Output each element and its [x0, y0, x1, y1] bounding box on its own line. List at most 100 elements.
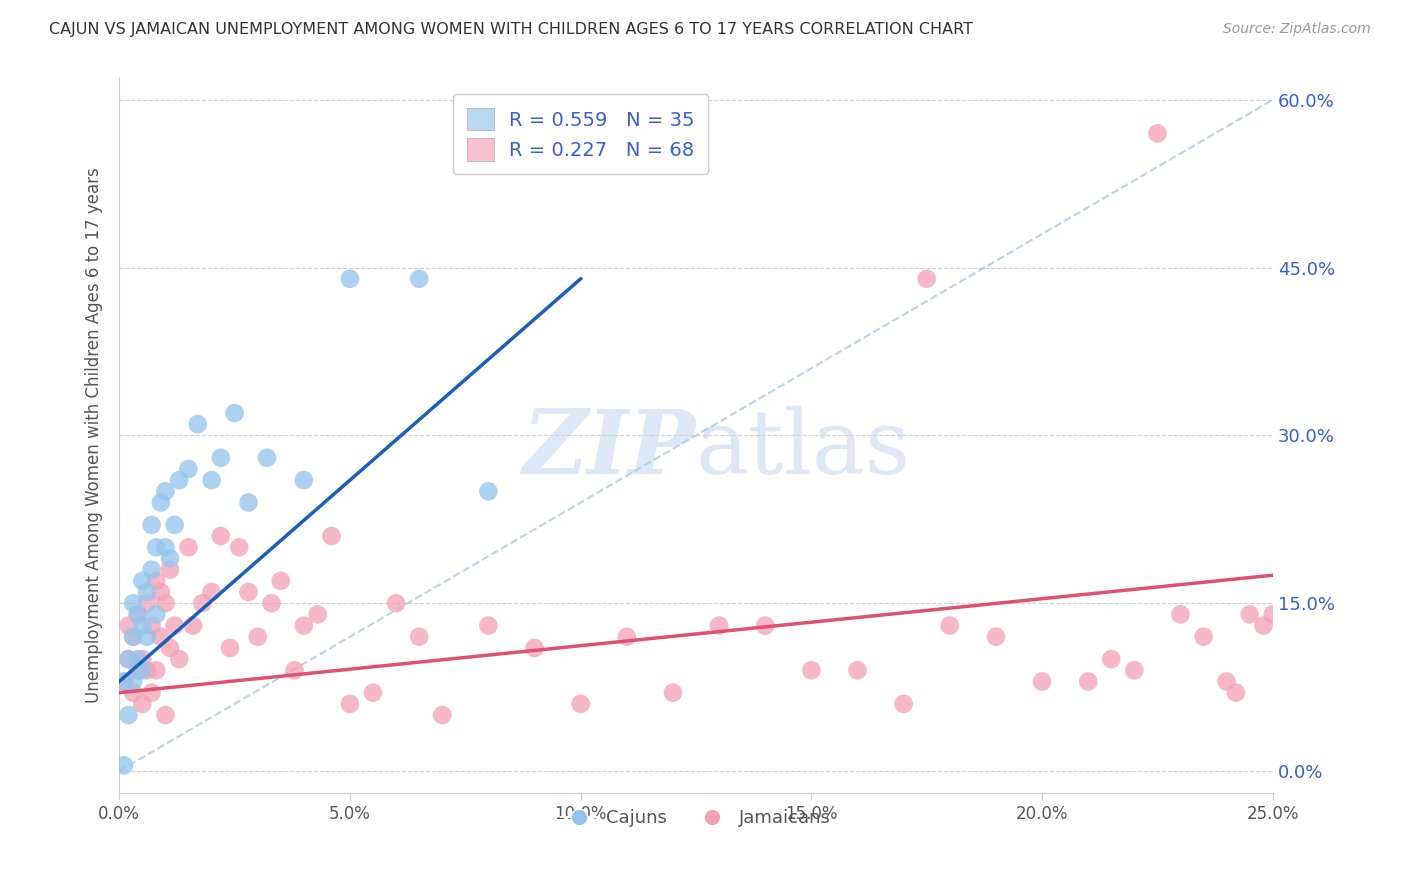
Point — [361, 686, 384, 700]
Point — [238, 495, 260, 509]
Point — [846, 663, 869, 677]
Point — [209, 450, 232, 465]
Point — [131, 618, 153, 632]
Point — [307, 607, 329, 622]
Point — [127, 607, 149, 622]
Point — [339, 697, 361, 711]
Point — [893, 697, 915, 711]
Point — [122, 630, 145, 644]
Point — [200, 473, 222, 487]
Point — [131, 697, 153, 711]
Point — [131, 663, 153, 677]
Point — [122, 674, 145, 689]
Point — [149, 585, 172, 599]
Point — [155, 708, 177, 723]
Point — [122, 596, 145, 610]
Point — [117, 652, 139, 666]
Point — [187, 417, 209, 432]
Point — [1239, 607, 1261, 622]
Point — [1225, 686, 1247, 700]
Point — [127, 663, 149, 677]
Point — [145, 541, 167, 555]
Point — [141, 563, 163, 577]
Point — [385, 596, 408, 610]
Point — [159, 551, 181, 566]
Point — [270, 574, 292, 588]
Point — [292, 618, 315, 632]
Point — [523, 640, 546, 655]
Point — [432, 708, 454, 723]
Point — [1123, 663, 1146, 677]
Point — [127, 652, 149, 666]
Point — [569, 697, 592, 711]
Point — [662, 686, 685, 700]
Point — [117, 652, 139, 666]
Point — [141, 517, 163, 532]
Point — [112, 758, 135, 772]
Point — [163, 517, 186, 532]
Point — [284, 663, 307, 677]
Point — [141, 686, 163, 700]
Point — [209, 529, 232, 543]
Point — [145, 663, 167, 677]
Point — [131, 574, 153, 588]
Point — [177, 462, 200, 476]
Point — [246, 630, 269, 644]
Point — [224, 406, 246, 420]
Point — [707, 618, 730, 632]
Point — [131, 652, 153, 666]
Point — [155, 596, 177, 610]
Point — [228, 541, 250, 555]
Point — [408, 272, 430, 286]
Point — [136, 585, 159, 599]
Y-axis label: Unemployment Among Women with Children Ages 6 to 17 years: Unemployment Among Women with Children A… — [86, 168, 103, 703]
Text: ZIP: ZIP — [523, 407, 696, 493]
Point — [122, 686, 145, 700]
Point — [984, 630, 1007, 644]
Point — [616, 630, 638, 644]
Text: CAJUN VS JAMAICAN UNEMPLOYMENT AMONG WOMEN WITH CHILDREN AGES 6 TO 17 YEARS CORR: CAJUN VS JAMAICAN UNEMPLOYMENT AMONG WOM… — [49, 22, 973, 37]
Point — [155, 484, 177, 499]
Point — [145, 607, 167, 622]
Point — [200, 585, 222, 599]
Point — [256, 450, 278, 465]
Point — [141, 618, 163, 632]
Text: atlas: atlas — [696, 406, 911, 493]
Point — [1099, 652, 1122, 666]
Legend: Cajuns, Jamaicans: Cajuns, Jamaicans — [554, 802, 838, 834]
Point — [1192, 630, 1215, 644]
Point — [159, 563, 181, 577]
Point — [477, 618, 499, 632]
Point — [339, 272, 361, 286]
Point — [181, 618, 204, 632]
Point — [260, 596, 283, 610]
Point — [155, 541, 177, 555]
Point — [238, 585, 260, 599]
Point — [1215, 674, 1237, 689]
Point — [136, 630, 159, 644]
Point — [800, 663, 823, 677]
Point — [136, 596, 159, 610]
Point — [321, 529, 343, 543]
Point — [112, 674, 135, 689]
Point — [191, 596, 214, 610]
Point — [122, 630, 145, 644]
Point — [127, 607, 149, 622]
Point — [1170, 607, 1192, 622]
Point — [167, 473, 190, 487]
Point — [117, 618, 139, 632]
Point — [939, 618, 962, 632]
Point — [915, 272, 938, 286]
Point — [177, 541, 200, 555]
Point — [145, 574, 167, 588]
Point — [1146, 127, 1168, 141]
Point — [408, 630, 430, 644]
Point — [1077, 674, 1099, 689]
Text: Source: ZipAtlas.com: Source: ZipAtlas.com — [1223, 22, 1371, 37]
Point — [219, 640, 242, 655]
Point — [159, 640, 181, 655]
Point — [292, 473, 315, 487]
Point — [754, 618, 776, 632]
Point — [1261, 607, 1284, 622]
Point — [149, 630, 172, 644]
